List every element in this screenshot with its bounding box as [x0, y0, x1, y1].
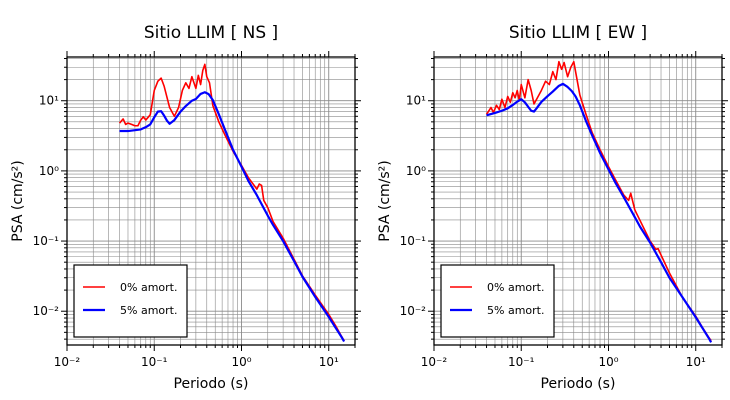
y-tick-label: 10¹: [39, 94, 59, 108]
y-tick-label: 10¹: [406, 94, 426, 108]
x-axis-label: Periodo (s): [174, 376, 249, 392]
y-tick-label: 10⁻¹: [33, 234, 60, 248]
legend-label: 5% amort.: [120, 304, 177, 317]
series-line-blue: [486, 82, 713, 343]
chart-title: Sitio LLIM [ EW ]: [509, 23, 647, 43]
x-tick-label: 10¹: [319, 355, 339, 369]
x-tick-label: 10⁰: [598, 355, 618, 369]
x-tick-label: 10⁰: [231, 355, 251, 369]
y-tick-label: 10⁰: [406, 164, 426, 178]
x-tick-label: 10⁻¹: [508, 355, 535, 369]
y-axis-label: PSA (cm/s²): [10, 160, 26, 242]
legend-label: 0% amort.: [487, 281, 544, 294]
plot-frame: [66, 56, 356, 346]
x-tick-label: 10⁻²: [54, 355, 81, 369]
series-line-red: [118, 63, 345, 342]
y-tick-label: 10⁻¹: [400, 234, 427, 248]
chart-title: Sitio LLIM [ NS ]: [144, 23, 278, 43]
plot-frame: [433, 56, 723, 346]
series-line-blue: [119, 91, 346, 343]
x-tick-label: 10¹: [686, 355, 706, 369]
legend-label: 5% amort.: [487, 304, 544, 317]
y-tick-label: 10⁰: [39, 164, 59, 178]
legend-box: [73, 264, 188, 338]
series-line-red: [485, 60, 712, 342]
legend-box: [440, 264, 555, 338]
legend-label: 0% amort.: [120, 281, 177, 294]
x-tick-label: 10⁻²: [421, 355, 448, 369]
y-tick-label: 10⁻²: [400, 304, 427, 318]
y-tick-label: 10⁻²: [33, 304, 60, 318]
x-axis-label: Periodo (s): [541, 376, 616, 392]
y-axis-label: PSA (cm/s²): [377, 160, 393, 242]
x-tick-label: 10⁻¹: [141, 355, 168, 369]
